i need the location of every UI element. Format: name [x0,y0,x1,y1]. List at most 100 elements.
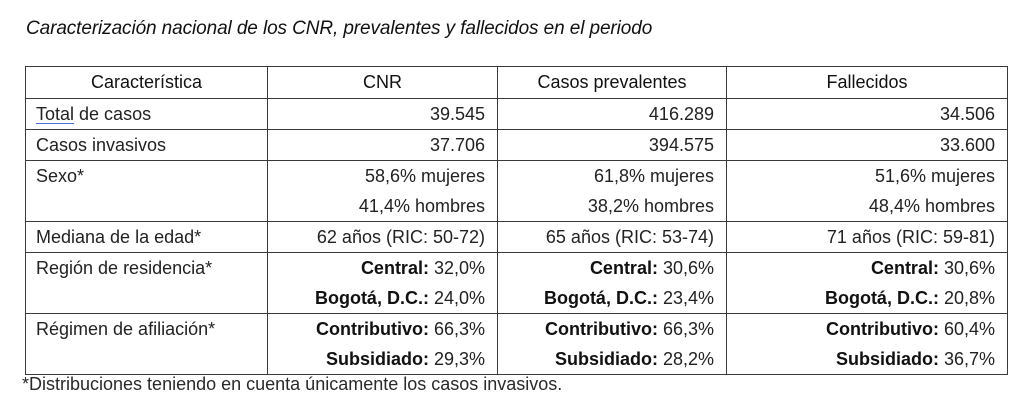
cell-line: Subsidiado: 28,2% [506,344,714,374]
cell-category-label: Contributivo: [825,319,939,339]
cell-value: 33.600 [939,135,995,155]
header-caracteristica: Característica [25,66,268,99]
row-label: Región de residencia* [25,252,268,314]
cell-value: 38,2% hombres [587,196,714,216]
cell-cnr: 62 años (RIC: 50-72) [267,221,498,253]
cell-line: Contributivo: 60,4% [735,314,995,344]
cell-casos-prevalentes: 394.575 [497,129,727,161]
cell-cnr: 39.545 [267,98,498,130]
cell-value: 65 años (RIC: 53-74) [545,227,714,247]
header-fallecidos: Fallecidos [726,66,1008,99]
cell-value: 66,3% [428,319,485,339]
row-label: Total de casos [25,98,268,130]
cell-line: 58,6% mujeres [276,161,485,191]
cell-value: 30,6% [657,258,714,278]
cell-category-label: Subsidiado: [835,349,939,369]
cell-casos-prevalentes: 416.289 [497,98,727,130]
cell-category-label: Central: [870,258,939,278]
cell-value: 416.289 [648,104,714,124]
row-label-underlined: Total [36,104,75,124]
cell-line: Subsidiado: 36,7% [735,344,995,374]
cell-fallecidos: Contributivo: 60,4% Subsidiado: 36,7% [726,313,1008,375]
cell-category-label: Central: [589,258,658,278]
table-row: Sexo* 58,6% mujeres 41,4% hombres 61,8% muj… [25,160,1008,222]
row-label-rest: de casos [74,104,152,124]
cell-casos-prevalentes: Central: 30,6% Bogotá, D.C.: 23,4% [497,252,727,314]
cell-line: 37.706 [276,130,485,160]
cell-line: 41,4% hombres [276,191,485,221]
cell-category-label: Central: [360,258,429,278]
cell-line: 39.545 [276,99,485,129]
cell-casos-prevalentes: 61,8% mujeres 38,2% hombres [497,160,727,222]
cell-value: 66,3% [657,319,714,339]
cell-value: 29,3% [428,349,485,369]
row-label: Sexo* [25,160,268,222]
cell-value: 28,2% [657,349,714,369]
cell-value: 41,4% hombres [358,196,485,216]
cell-value: 30,6% [938,258,995,278]
cell-value: 23,4% [657,288,714,308]
cell-cnr: Contributivo: 66,3% Subsidiado: 29,3% [267,313,498,375]
row-label: Casos invasivos [25,129,268,161]
characterization-table: Característica CNR Casos prevalentes Fal… [25,66,1008,375]
cell-line: Central: 30,6% [506,253,714,283]
cell-category-label: Contributivo: [544,319,658,339]
cell-value: 39.545 [429,104,485,124]
cell-line: Central: 32,0% [276,253,485,283]
cell-fallecidos: Central: 30,6% Bogotá, D.C.: 20,8% [726,252,1008,314]
cell-fallecidos: 33.600 [726,129,1008,161]
cell-cnr: Central: 32,0% Bogotá, D.C.: 24,0% [267,252,498,314]
cell-line: 416.289 [506,99,714,129]
table-title: Caracterización nacional de los CNR, pre… [26,18,653,39]
cell-line: 71 años (RIC: 59-81) [735,222,995,252]
cell-line: Bogotá, D.C.: 20,8% [735,283,995,313]
table-row: Total de casos 39.545 416.289 34.506 [25,98,1008,130]
cell-fallecidos: 51,6% mujeres 48,4% hombres [726,160,1008,222]
cell-value: 36,7% [938,349,995,369]
cell-line: 33.600 [735,130,995,160]
cell-cnr: 58,6% mujeres 41,4% hombres [267,160,498,222]
cell-value: 48,4% hombres [868,196,995,216]
cell-line: Bogotá, D.C.: 23,4% [506,283,714,313]
cell-value: 20,8% [938,288,995,308]
cell-cnr: 37.706 [267,129,498,161]
table-row: Región de residencia* Central: 32,0% Bogot… [25,252,1008,314]
cell-category-label: Contributivo: [315,319,429,339]
cell-category-label: Subsidiado: [325,349,429,369]
cell-value: 71 años (RIC: 59-81) [826,227,995,247]
cell-value: 34.506 [939,104,995,124]
cell-value: 58,6% mujeres [364,166,485,186]
table-row: Régimen de afiliación* Contributivo: 66,3… [25,313,1008,375]
table-row: Casos invasivos 37.706 394.575 33.600 [25,129,1008,161]
cell-line: 38,2% hombres [506,191,714,221]
cell-value: 24,0% [428,288,485,308]
table-row: Mediana de la edad* 62 años (RIC: 50-72) 6… [25,221,1008,253]
header-casos-prevalentes: Casos prevalentes [497,66,727,99]
cell-fallecidos: 71 años (RIC: 59-81) [726,221,1008,253]
cell-category-label: Bogotá, D.C.: [314,288,429,308]
header-row: Característica CNR Casos prevalentes Fal… [25,66,1008,99]
cell-line: Subsidiado: 29,3% [276,344,485,374]
cell-line: 62 años (RIC: 50-72) [276,222,485,252]
cell-line: 394.575 [506,130,714,160]
cell-line: Contributivo: 66,3% [276,314,485,344]
cell-value: 37.706 [429,135,485,155]
cell-value: 32,0% [428,258,485,278]
cell-casos-prevalentes: 65 años (RIC: 53-74) [497,221,727,253]
cell-value: 62 años (RIC: 50-72) [316,227,485,247]
header-cnr: CNR [267,66,498,99]
row-label: Régimen de afiliación* [25,313,268,375]
cell-line: 34.506 [735,99,995,129]
cell-category-label: Subsidiado: [554,349,658,369]
cell-value: 394.575 [648,135,714,155]
cell-line: 65 años (RIC: 53-74) [506,222,714,252]
cell-line: 48,4% hombres [735,191,995,221]
cell-line: 51,6% mujeres [735,161,995,191]
footnote: *Distribuciones teniendo en cuenta única… [22,374,563,394]
cell-fallecidos: 34.506 [726,98,1008,130]
cell-value: 61,8% mujeres [593,166,714,186]
cell-value: 51,6% mujeres [874,166,995,186]
cell-line: Central: 30,6% [735,253,995,283]
cell-line: 61,8% mujeres [506,161,714,191]
cell-category-label: Bogotá, D.C.: [824,288,939,308]
